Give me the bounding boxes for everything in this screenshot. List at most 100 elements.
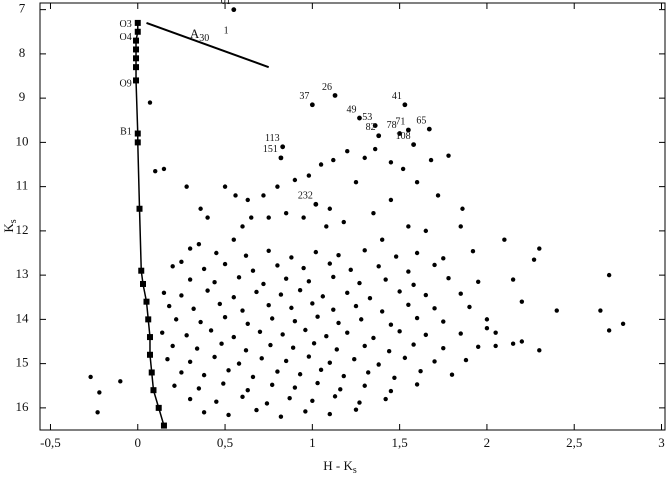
star <box>423 292 429 298</box>
star <box>303 327 308 333</box>
star <box>261 281 266 287</box>
star <box>379 237 385 242</box>
star <box>269 316 275 321</box>
star <box>170 264 175 269</box>
labeled-star <box>357 115 362 121</box>
star <box>231 295 236 300</box>
main-sequence-point <box>134 28 141 35</box>
star <box>269 382 275 388</box>
star <box>250 374 256 380</box>
star <box>400 166 406 172</box>
star <box>458 331 463 336</box>
star <box>362 155 367 161</box>
x-axis-label: H - Ks <box>323 458 357 476</box>
labeled-star <box>231 7 237 13</box>
star <box>484 317 490 322</box>
star <box>275 184 280 189</box>
star <box>240 394 245 400</box>
star <box>446 276 451 281</box>
star <box>191 306 196 311</box>
star <box>519 299 525 304</box>
y-tick-label: 15 <box>16 355 29 370</box>
star <box>250 268 256 273</box>
star <box>470 249 476 254</box>
star <box>338 387 343 392</box>
star <box>414 180 420 185</box>
star <box>383 396 388 402</box>
star <box>336 320 341 326</box>
y-axis-label: Ks <box>1 219 19 232</box>
star <box>278 292 284 297</box>
star <box>283 210 289 216</box>
star <box>406 302 411 307</box>
star-label: 71 <box>395 116 405 127</box>
y-tick-label: 11 <box>16 178 29 193</box>
star <box>446 153 451 158</box>
labeled-star <box>376 133 382 139</box>
star <box>379 309 385 314</box>
labeled-star <box>332 93 338 98</box>
star <box>245 321 250 327</box>
main-sequence-point <box>133 64 140 71</box>
star <box>331 274 336 280</box>
star <box>345 149 350 154</box>
star <box>414 315 420 321</box>
star <box>475 344 481 350</box>
star <box>331 157 336 163</box>
star <box>306 173 312 178</box>
labeled-star <box>313 201 319 207</box>
star <box>198 206 203 211</box>
star <box>324 224 329 229</box>
star <box>606 272 612 278</box>
y-label-sub: s <box>8 219 19 223</box>
star <box>214 250 219 256</box>
x-tick-label: -0,5 <box>40 435 61 450</box>
star <box>423 332 429 338</box>
main-sequence-point <box>138 267 145 274</box>
star-label: 108 <box>396 131 411 142</box>
plot-frame <box>39 2 666 431</box>
star <box>301 265 306 271</box>
star <box>231 334 236 340</box>
star <box>95 410 100 415</box>
star <box>463 357 469 363</box>
labeled-star <box>426 126 432 132</box>
star <box>357 400 362 405</box>
star <box>219 341 224 346</box>
star <box>458 291 463 296</box>
main-sequence-point <box>134 19 141 26</box>
star <box>236 361 242 366</box>
star <box>173 317 179 322</box>
star <box>371 335 376 341</box>
star <box>327 411 333 417</box>
star <box>435 193 441 198</box>
star <box>341 373 346 379</box>
star <box>336 253 341 258</box>
star <box>362 248 367 253</box>
star <box>283 358 289 364</box>
star-label: 41 <box>392 91 402 102</box>
main-sequence-point <box>133 55 140 62</box>
main-sequence-point <box>136 205 143 212</box>
star <box>348 267 353 273</box>
star <box>537 246 542 251</box>
x-tick-label: 3 <box>658 435 665 450</box>
star <box>257 329 263 334</box>
star <box>187 246 193 251</box>
star <box>254 407 259 413</box>
star <box>226 368 231 373</box>
x-tick-label: 1,5 <box>392 435 408 450</box>
star <box>292 318 298 324</box>
star <box>362 343 367 349</box>
star <box>406 269 411 274</box>
labeled-star <box>372 123 378 128</box>
star <box>320 294 326 299</box>
star <box>310 301 315 306</box>
star <box>212 280 217 285</box>
star <box>313 249 319 255</box>
star <box>353 303 359 309</box>
star <box>261 193 266 198</box>
star <box>353 407 359 412</box>
star <box>458 224 463 229</box>
star <box>264 401 270 406</box>
